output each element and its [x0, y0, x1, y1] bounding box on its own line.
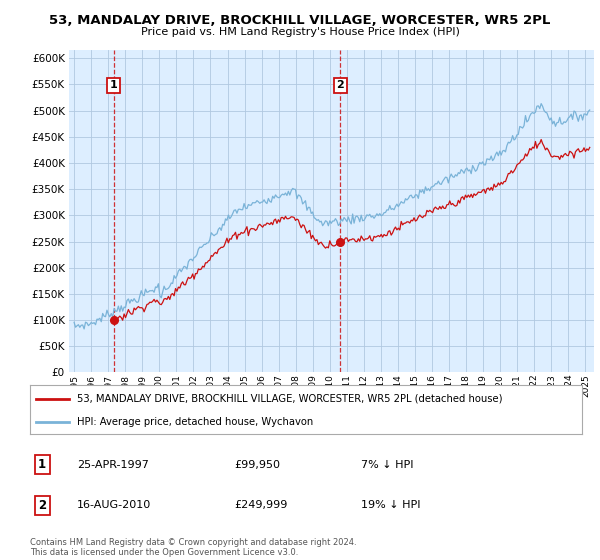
Text: £249,999: £249,999: [234, 501, 287, 510]
Text: 7% ↓ HPI: 7% ↓ HPI: [361, 460, 414, 469]
Text: 19% ↓ HPI: 19% ↓ HPI: [361, 501, 421, 510]
Text: 25-APR-1997: 25-APR-1997: [77, 460, 149, 469]
Text: 53, MANDALAY DRIVE, BROCKHILL VILLAGE, WORCESTER, WR5 2PL: 53, MANDALAY DRIVE, BROCKHILL VILLAGE, W…: [49, 14, 551, 27]
Text: 1: 1: [38, 458, 46, 471]
Text: 16-AUG-2010: 16-AUG-2010: [77, 501, 151, 510]
Text: Contains HM Land Registry data © Crown copyright and database right 2024.
This d: Contains HM Land Registry data © Crown c…: [30, 538, 356, 557]
Text: 2: 2: [337, 81, 344, 91]
Text: Price paid vs. HM Land Registry's House Price Index (HPI): Price paid vs. HM Land Registry's House …: [140, 27, 460, 38]
Text: 1: 1: [110, 81, 118, 91]
Text: HPI: Average price, detached house, Wychavon: HPI: Average price, detached house, Wych…: [77, 417, 313, 427]
Text: 2: 2: [38, 499, 46, 512]
Text: £99,950: £99,950: [234, 460, 280, 469]
Text: 53, MANDALAY DRIVE, BROCKHILL VILLAGE, WORCESTER, WR5 2PL (detached house): 53, MANDALAY DRIVE, BROCKHILL VILLAGE, W…: [77, 394, 502, 404]
